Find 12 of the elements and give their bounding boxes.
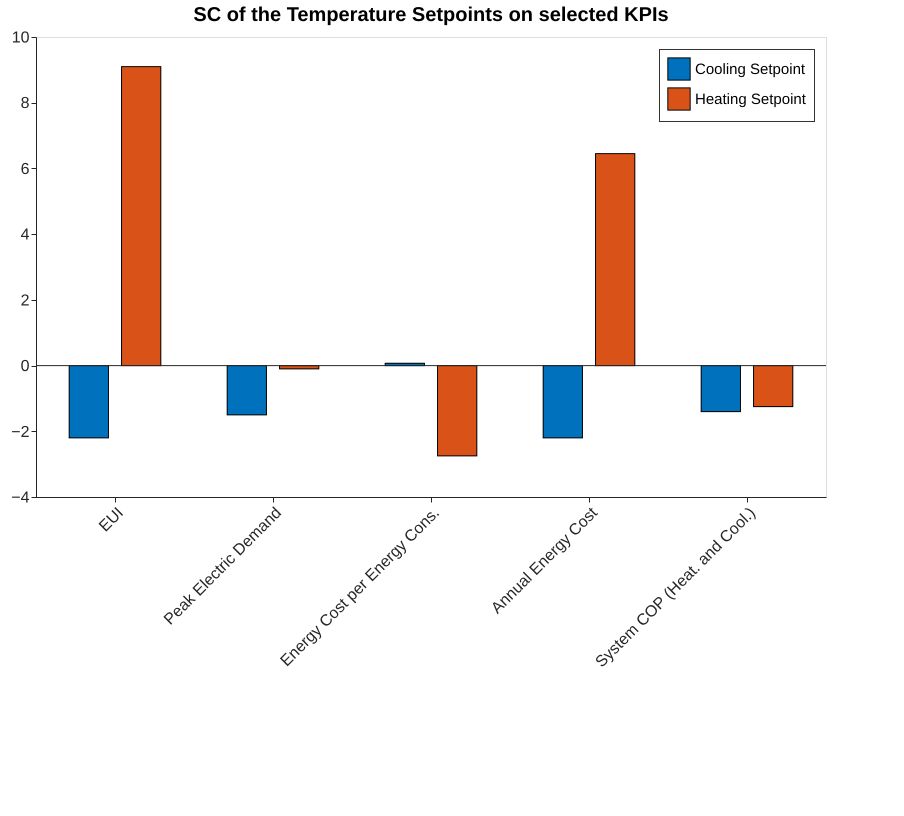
y-tick-label: 10 <box>12 30 30 46</box>
y-tick-label: 2 <box>20 292 30 310</box>
legend-label: Heating Setpoint <box>695 91 807 108</box>
y-tick-label: −2 <box>11 424 30 441</box>
y-tick-label: 8 <box>20 95 30 112</box>
y-tick-label: 0 <box>20 358 30 376</box>
legend-label: Cooling Setpoint <box>695 61 806 78</box>
chart-title: SC of the Temperature Setpoints on selected KPIs <box>193 4 669 26</box>
y-tick-label: 6 <box>20 160 30 178</box>
x-tick-label: EUI <box>96 504 128 536</box>
y-tick-label: 4 <box>20 226 30 244</box>
y-tick-label: −4 <box>11 490 30 506</box>
